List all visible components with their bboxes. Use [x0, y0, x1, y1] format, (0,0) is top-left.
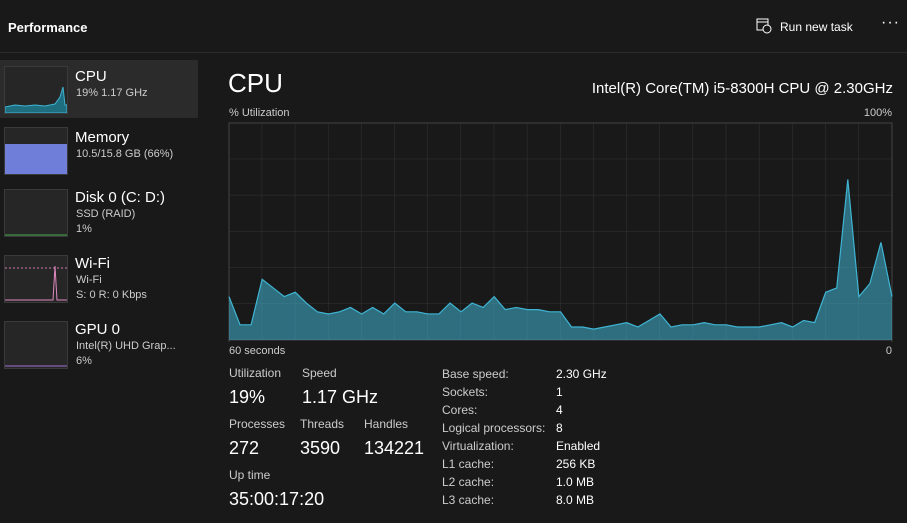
- stat-label: Up time: [229, 468, 271, 482]
- stat-label: Processes: [229, 417, 286, 431]
- device-detail: S: 0 R: 0 Kbps: [76, 289, 147, 301]
- detail-value: 1: [556, 385, 563, 399]
- stat-value: 3590: [300, 438, 341, 458]
- mini-graph: [4, 127, 68, 175]
- detail-label: L1 cache:: [442, 457, 495, 471]
- page-title: Performance: [8, 20, 88, 35]
- device-detail: Intel(R) UHD Grap...: [76, 340, 176, 352]
- y-tick-label: 100%: [864, 107, 892, 119]
- cpu-model: Intel(R) Core(TM) i5-8300H CPU @ 2.30GHz: [591, 80, 893, 97]
- detail-value: 2.30 GHz: [556, 367, 607, 381]
- detail-value: 8: [556, 421, 563, 435]
- stat-value: 272: [229, 438, 260, 458]
- detail-label: Sockets:: [442, 385, 489, 399]
- device-name: Memory: [75, 129, 130, 146]
- x-tick-label: 60 seconds: [229, 345, 286, 357]
- detail-label: L2 cache:: [442, 475, 495, 489]
- device-name: CPU: [75, 68, 107, 85]
- device-detail: 10.5/15.8 GB (66%): [76, 148, 174, 160]
- detail-value: Enabled: [556, 439, 601, 453]
- detail-value: 8.0 MB: [556, 493, 595, 507]
- graph-frame: [228, 122, 893, 341]
- stat-label: Speed: [302, 366, 337, 380]
- detail-label: Virtualization:: [442, 439, 514, 453]
- main-title: CPU: [228, 68, 283, 98]
- device-detail: 19% 1.17 GHz: [76, 87, 148, 99]
- device-detail: 1%: [76, 223, 92, 235]
- device-name: Wi-Fi: [75, 255, 110, 272]
- stat-label: Handles: [364, 417, 409, 431]
- stat-label: Threads: [300, 417, 345, 431]
- mini-graph: [4, 321, 68, 369]
- stat-value: 19%: [229, 387, 266, 407]
- x-tick-label: 0: [886, 345, 892, 357]
- area: [229, 179, 892, 340]
- detail-label: Base speed:: [442, 367, 509, 381]
- device-detail: 6%: [76, 355, 92, 367]
- mini-graph: [4, 255, 68, 303]
- device-name: GPU 0: [75, 321, 121, 338]
- stat-value: 134221: [364, 438, 425, 458]
- detail-label: Cores:: [442, 403, 478, 417]
- detail-value: 256 KB: [556, 457, 596, 471]
- detail-label: Logical processors:: [442, 421, 546, 435]
- mini-graph: [4, 66, 68, 114]
- y-axis-label: % Utilization: [229, 107, 290, 119]
- detail-label: L3 cache:: [442, 493, 495, 507]
- device-detail: Wi-Fi: [76, 274, 102, 286]
- stat-value: 1.17 GHz: [302, 387, 379, 407]
- stat-label: Utilization: [229, 366, 282, 380]
- run-task-button[interactable]: Run new task: [780, 20, 853, 34]
- run-task-icon[interactable]: [756, 18, 772, 34]
- detail-value: 1.0 MB: [556, 475, 595, 489]
- mini-graph: [4, 189, 68, 237]
- header: [0, 0, 907, 53]
- detail-value: 4: [556, 403, 563, 417]
- device-name: Disk 0 (C: D:): [75, 189, 165, 206]
- more-button[interactable]: ···: [881, 14, 900, 31]
- device-detail: SSD (RAID): [76, 208, 136, 220]
- line: [228, 179, 893, 330]
- stat-value: 35:00:17:20: [229, 489, 325, 509]
